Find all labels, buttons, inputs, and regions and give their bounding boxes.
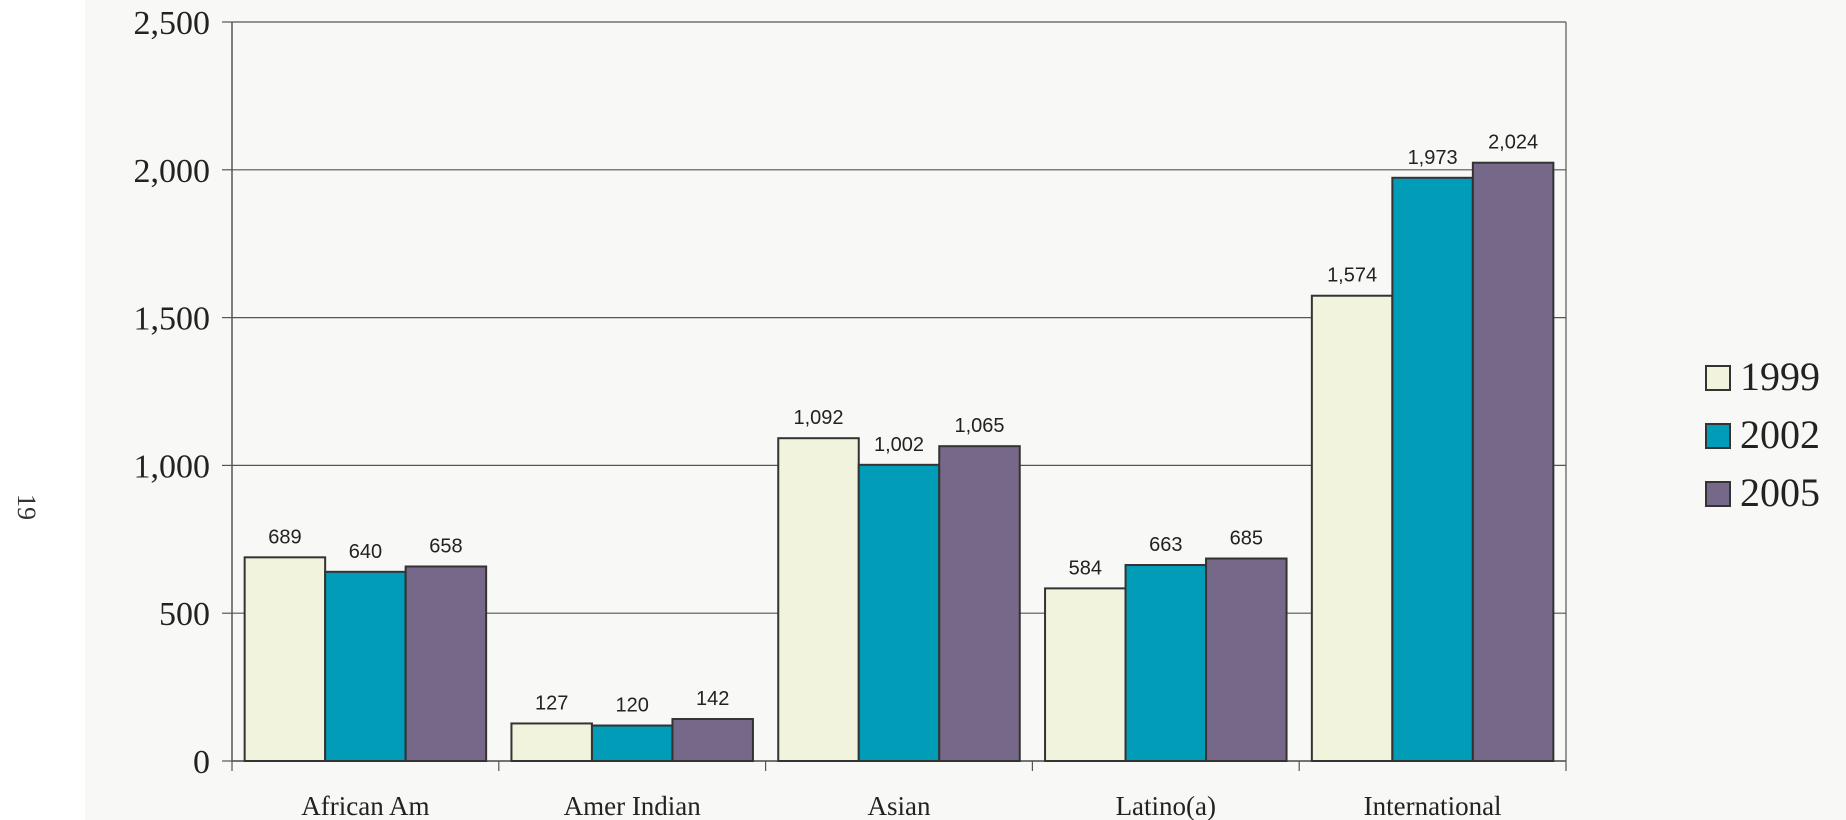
legend-label: 1999 [1740,354,1820,399]
data-label: 1,973 [1408,147,1458,169]
bar [857,463,941,762]
data-label: 584 [1069,557,1102,579]
data-label: 685 [1230,528,1263,550]
data-label: 120 [616,695,649,717]
bar [243,556,327,762]
bar [1044,587,1127,763]
legend-swatch [1705,481,1731,507]
x-category-label: Asian [868,791,931,820]
bar [1205,557,1288,762]
bar [1124,564,1208,763]
legend-label: 2005 [1740,470,1820,515]
x-category-label: Amer Indian [564,791,702,820]
data-label: 658 [429,535,462,557]
x-category-label: Latino(a) [1116,791,1216,820]
y-tick-label: 2,000 [134,153,211,190]
bar [777,437,860,762]
bar [1310,294,1394,762]
data-label: 1,002 [874,434,924,456]
x-category-label: International [1364,791,1502,820]
data-label: 1,574 [1327,265,1377,287]
legend-swatch [1705,423,1731,449]
bar [1471,161,1555,762]
y-tick-label: 0 [193,744,210,781]
data-label: 663 [1149,534,1182,556]
legend-label: 2002 [1740,412,1820,457]
data-label: 1,065 [954,415,1004,437]
x-category-label: African Am [301,791,429,820]
data-label: 142 [696,688,729,710]
bar [590,724,674,763]
data-label: 1,092 [793,407,843,429]
bar [938,445,1021,762]
y-tick-label: 2,500 [134,5,211,42]
legend-swatch [1705,365,1731,391]
data-label: 689 [268,526,301,548]
y-tick-label: 1,000 [134,448,211,485]
bar [510,722,593,762]
y-tick-label: 1,500 [134,301,211,338]
y-tick-label: 500 [159,596,210,633]
bar [404,565,488,762]
data-label: 127 [535,692,568,714]
bar [671,718,754,762]
data-label: 2,024 [1488,132,1538,154]
data-label: 640 [349,541,382,563]
bar [324,570,407,762]
bar [1391,176,1474,763]
